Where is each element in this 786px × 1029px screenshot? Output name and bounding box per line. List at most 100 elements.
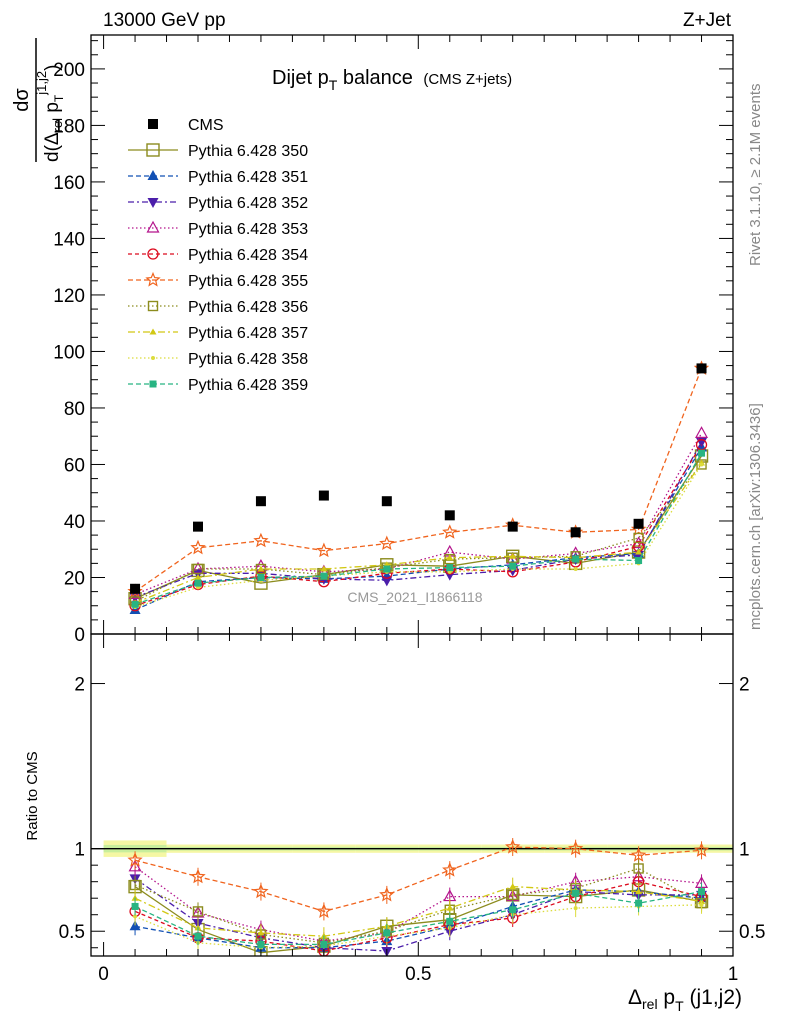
series-point bbox=[383, 565, 391, 573]
legend-marker bbox=[146, 220, 160, 233]
y-tick-label: 20 bbox=[64, 568, 85, 589]
plot-title: Dijet pT balance (CMS Z+jets) bbox=[272, 67, 512, 93]
legend-marker bbox=[146, 143, 160, 157]
legend-marker bbox=[149, 328, 157, 335]
ratio-series-point bbox=[131, 902, 139, 910]
series-point bbox=[320, 565, 328, 572]
data-point bbox=[318, 490, 329, 501]
data-point bbox=[633, 518, 644, 529]
series-group bbox=[133, 462, 704, 610]
data-point bbox=[255, 496, 266, 507]
x-tick-label: 0 bbox=[98, 964, 109, 985]
ratio-series-point bbox=[693, 842, 710, 857]
ratio-series-point bbox=[320, 940, 328, 948]
ratio-series-point bbox=[446, 917, 454, 925]
ratio-series-point bbox=[573, 906, 578, 911]
legend-label: Pythia 6.428 354 bbox=[188, 247, 308, 264]
y-tick-label: 200 bbox=[53, 60, 85, 81]
series-point bbox=[509, 552, 517, 559]
ratio-frame bbox=[90, 633, 734, 957]
ratio-series-point bbox=[698, 888, 706, 896]
legend-label: Pythia 6.428 350 bbox=[188, 143, 308, 160]
series-point bbox=[573, 567, 578, 572]
ratio-series-line bbox=[134, 867, 702, 944]
legend: CMS Pythia 6.428 350 Pythia 6.428 351 Pythi… bbox=[128, 117, 308, 394]
legend-marker bbox=[151, 356, 155, 360]
legend-marker bbox=[147, 170, 159, 180]
series-point bbox=[194, 573, 202, 580]
legend-label: Pythia 6.428 357 bbox=[188, 325, 308, 342]
series-point bbox=[257, 573, 265, 581]
series-line bbox=[134, 464, 702, 603]
ratio-series-point bbox=[257, 940, 265, 948]
series-line bbox=[134, 447, 703, 611]
legend-label: Pythia 6.428 351 bbox=[188, 169, 308, 186]
y-tick-label: 140 bbox=[53, 229, 85, 250]
ratio-series-point bbox=[699, 902, 704, 907]
ratio-series-point bbox=[446, 904, 454, 911]
series-point bbox=[509, 562, 517, 570]
series-point bbox=[253, 532, 269, 548]
data-point bbox=[193, 521, 203, 532]
x-tick-label: 0.5 bbox=[405, 964, 431, 985]
legend-marker bbox=[147, 248, 159, 260]
data-point bbox=[444, 510, 455, 521]
legend-label: Pythia 6.428 356 bbox=[188, 299, 308, 316]
data-points bbox=[130, 363, 707, 594]
ratio-series-line bbox=[134, 904, 702, 949]
ratio-series-line bbox=[134, 885, 702, 937]
ratio-series-point bbox=[572, 889, 580, 897]
series-point bbox=[257, 565, 265, 572]
svg-text:d(Δrel pTj1,j2): d(Δrel pTj1,j2) bbox=[34, 65, 66, 162]
x-tick-label: 1 bbox=[728, 964, 739, 985]
series-point bbox=[381, 576, 393, 587]
ratio-series-group bbox=[127, 838, 710, 921]
ratio-y-label: Ratio to CMS bbox=[24, 751, 41, 840]
main-panel-series bbox=[127, 360, 710, 614]
ratio-series-point bbox=[133, 914, 138, 919]
legend-marker bbox=[145, 271, 161, 287]
header-right: Z+Jet bbox=[683, 10, 732, 31]
ratio-y-tick-label-right: 2 bbox=[739, 675, 750, 696]
ratio-y-tick-label: 0.5 bbox=[59, 922, 85, 943]
ratio-series-point bbox=[257, 929, 265, 936]
ratio-series-point bbox=[128, 859, 142, 872]
series-point bbox=[442, 524, 458, 539]
data-point bbox=[381, 496, 392, 507]
series-line bbox=[134, 464, 703, 608]
ratio-series-point bbox=[194, 932, 202, 940]
series-group bbox=[129, 437, 708, 604]
ratio-series-point bbox=[379, 886, 395, 902]
y-tick-label: 40 bbox=[64, 512, 85, 533]
ratio-series-point bbox=[509, 883, 517, 890]
series-point bbox=[194, 579, 202, 587]
series-point bbox=[633, 532, 644, 544]
series-line bbox=[134, 368, 703, 593]
ratio-series-point bbox=[633, 863, 644, 874]
legend-label: Pythia 6.428 355 bbox=[188, 273, 308, 290]
series-point bbox=[192, 563, 204, 575]
ratio-series-point bbox=[190, 868, 206, 884]
ratio-series-line bbox=[134, 881, 702, 952]
series-point bbox=[698, 449, 706, 457]
ratio-panel-series bbox=[127, 838, 710, 956]
y-tick-label: 60 bbox=[64, 455, 85, 476]
series-point bbox=[131, 600, 139, 608]
y-tick-label: 0 bbox=[74, 625, 85, 646]
series-point bbox=[190, 539, 206, 555]
x-axis-label: Δrel pT (j1,j2) bbox=[628, 986, 742, 1014]
ratio-series-line bbox=[134, 886, 702, 954]
analysis-watermark: CMS_2021_I1866118 bbox=[347, 589, 482, 605]
ratio-uncertainty-band bbox=[91, 840, 733, 857]
ratio-series-point bbox=[505, 838, 521, 854]
series-line bbox=[134, 462, 703, 604]
legend-label: Pythia 6.428 353 bbox=[188, 221, 308, 238]
series-point bbox=[379, 535, 395, 551]
series-group bbox=[129, 459, 707, 607]
rivet-label: Rivet 3.1.10, ≥ 2.1M events bbox=[747, 84, 764, 267]
ratio-series-point bbox=[568, 840, 584, 856]
header-left: 13000 GeV pp bbox=[103, 10, 226, 31]
mcplots-label: mcplots.cern.ch [arXiv:1306.3436] bbox=[747, 403, 764, 630]
